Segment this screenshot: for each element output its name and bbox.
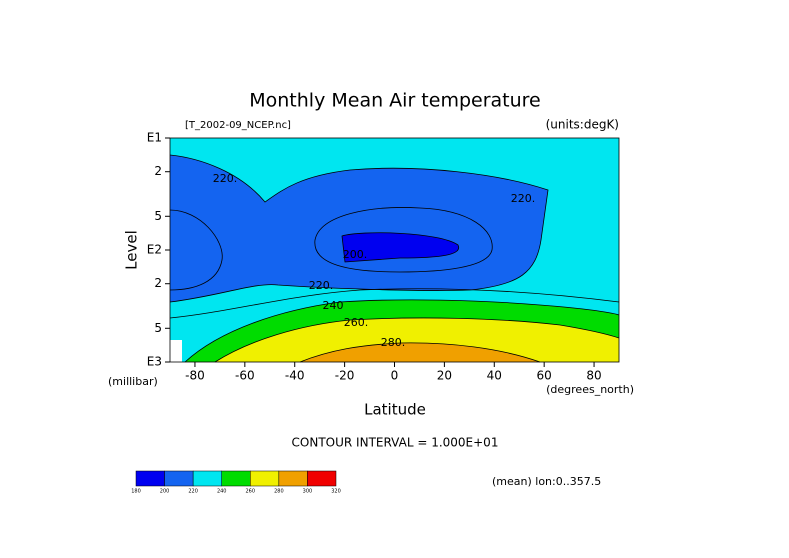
contour-label: 220.: [213, 172, 238, 185]
y-tick-label: 2: [154, 276, 162, 290]
x-tick-label: -60: [235, 369, 255, 383]
contour-line: [341, 232, 460, 263]
x-tick-label: 60: [537, 369, 552, 383]
y-unit-label: (millibar): [108, 375, 158, 388]
fill-180: [342, 232, 459, 262]
y-tick-label: E2: [147, 243, 162, 257]
colorbar-box: [278, 470, 308, 487]
fill-200: [170, 155, 548, 302]
colorbar-box: [135, 470, 165, 487]
colorbar-label: 260: [246, 489, 256, 495]
contour-line: [169, 209, 223, 291]
fill-260: [215, 317, 619, 362]
x-tick-label: -40: [285, 369, 305, 383]
y-axis-label: Level: [123, 230, 141, 270]
y-tick-label: 2: [154, 164, 162, 178]
contour-interval: CONTOUR INTERVAL = 1.000E+01: [292, 436, 499, 450]
colorbar-label: 180: [131, 489, 141, 495]
contour-line: [299, 342, 541, 363]
contour-field: [169, 137, 620, 363]
contour-label: 220.: [309, 279, 334, 292]
contour-line: [169, 288, 620, 319]
y-tick-label: E1: [147, 131, 162, 145]
colorbar-label: 240: [217, 489, 227, 495]
fill-280: [300, 342, 540, 362]
missing-area: [170, 340, 182, 362]
colorbar-box: [164, 470, 194, 487]
contour-line: [214, 317, 620, 363]
colorbar-label: 280: [274, 489, 284, 495]
colorbar-label: 300: [303, 489, 313, 495]
y-tick-label: E3: [147, 355, 162, 369]
y-tick-label: 5: [154, 209, 162, 223]
y-tick-label: 5: [154, 321, 162, 335]
contour-line: [169, 154, 549, 303]
x-tick-label: 40: [487, 369, 502, 383]
contour-label: 260.: [344, 316, 369, 329]
contour-label: 240: [323, 299, 344, 312]
contour-line: [314, 207, 493, 273]
x-tick-label: -20: [335, 369, 355, 383]
x-axis-label: Latitude: [364, 401, 426, 419]
units-label: (units:degK): [546, 118, 619, 132]
contour-label: 280.: [381, 336, 406, 349]
contour-label: 200.: [343, 248, 368, 261]
contour-label: 220.: [511, 192, 536, 205]
colorbar-label: 220: [188, 489, 198, 495]
x-unit-label: (degrees_north): [546, 383, 634, 396]
colorbar-label: 200: [160, 489, 170, 495]
file-label: [T_2002-09_NCEP.nc]: [185, 120, 291, 131]
colorbar-box: [307, 470, 337, 487]
colorbar-label: 320: [331, 489, 341, 495]
contour-line: [184, 299, 620, 363]
chart-title: Monthly Mean Air temperature: [249, 90, 540, 112]
region-label: (mean) lon:0..357.5: [492, 475, 601, 488]
colorbar-box: [250, 470, 280, 487]
colorbar-box: [221, 470, 251, 487]
x-tick-label: 20: [437, 369, 452, 383]
colorbar-box: [192, 470, 222, 487]
x-tick-label: 0: [391, 369, 399, 383]
x-tick-label: -80: [185, 369, 205, 383]
x-tick-label: 80: [586, 369, 601, 383]
